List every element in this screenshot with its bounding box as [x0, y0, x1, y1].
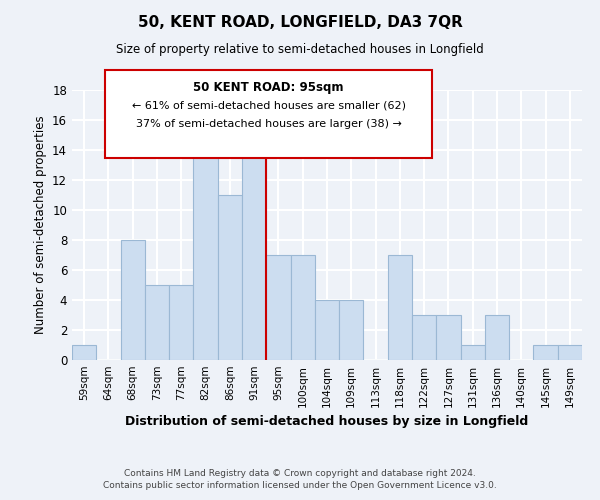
- Bar: [533, 345, 558, 360]
- Bar: [290, 255, 315, 360]
- Bar: [193, 150, 218, 360]
- Bar: [436, 315, 461, 360]
- Text: Contains HM Land Registry data © Crown copyright and database right 2024.: Contains HM Land Registry data © Crown c…: [124, 468, 476, 477]
- Bar: [169, 285, 193, 360]
- Bar: [218, 195, 242, 360]
- Bar: [121, 240, 145, 360]
- X-axis label: Distribution of semi-detached houses by size in Longfield: Distribution of semi-detached houses by …: [125, 416, 529, 428]
- Bar: [242, 150, 266, 360]
- Text: 37% of semi-detached houses are larger (38) →: 37% of semi-detached houses are larger (…: [136, 119, 401, 129]
- Bar: [72, 345, 96, 360]
- Bar: [388, 255, 412, 360]
- Text: 50, KENT ROAD, LONGFIELD, DA3 7QR: 50, KENT ROAD, LONGFIELD, DA3 7QR: [137, 15, 463, 30]
- Text: ← 61% of semi-detached houses are smaller (62): ← 61% of semi-detached houses are smalle…: [131, 101, 406, 111]
- Bar: [485, 315, 509, 360]
- Bar: [315, 300, 339, 360]
- Text: 50 KENT ROAD: 95sqm: 50 KENT ROAD: 95sqm: [193, 81, 344, 94]
- Bar: [461, 345, 485, 360]
- Text: Size of property relative to semi-detached houses in Longfield: Size of property relative to semi-detach…: [116, 42, 484, 56]
- Bar: [266, 255, 290, 360]
- Bar: [145, 285, 169, 360]
- Bar: [339, 300, 364, 360]
- Bar: [558, 345, 582, 360]
- Bar: [412, 315, 436, 360]
- Y-axis label: Number of semi-detached properties: Number of semi-detached properties: [34, 116, 47, 334]
- Text: Contains public sector information licensed under the Open Government Licence v3: Contains public sector information licen…: [103, 481, 497, 490]
